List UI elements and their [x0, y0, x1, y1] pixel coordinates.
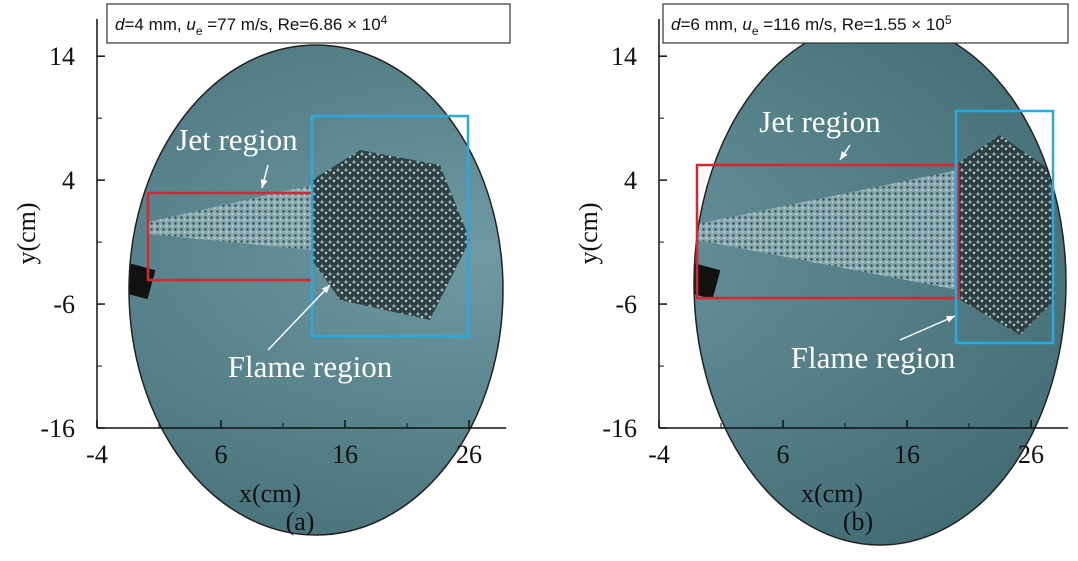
figure: Jet region Flame region -16 -6 4 14 -4 6 16 26 x(c…: [0, 0, 1078, 561]
title-part: =6 mm,: [680, 15, 742, 34]
jet-label: Jet region: [176, 122, 298, 157]
y-tick-label: -6: [615, 290, 637, 319]
panel-label: (b): [843, 507, 873, 536]
y-tick-label: 14: [49, 42, 75, 71]
x-tick-label: 6: [215, 440, 228, 469]
y-tick-label: -16: [40, 414, 75, 443]
x-tick-label: -4: [648, 440, 670, 469]
x-tick-label: 6: [777, 440, 790, 469]
title-part: 4: [381, 13, 388, 27]
y-axis-label: y(cm): [12, 202, 41, 264]
y-axis-label: y(cm): [574, 202, 603, 264]
x-tick-label: -4: [86, 440, 108, 469]
title-part: =4 mm,: [124, 15, 186, 34]
panel-label: (a): [286, 507, 315, 536]
flame-zone: [955, 135, 1055, 335]
x-axis-label: x(cm): [801, 479, 863, 508]
x-tick-label: 26: [1018, 440, 1044, 469]
title-part: =116 m/s, Re=1.55 × 10: [759, 15, 945, 34]
flame-label: Flame region: [228, 349, 393, 384]
title-part: 5: [945, 13, 952, 27]
flame-label: Flame region: [791, 340, 956, 375]
y-tick-label: 4: [624, 166, 637, 195]
y-tick-label: -16: [602, 414, 637, 443]
x-tick-label: 26: [456, 440, 482, 469]
x-tick-label: 16: [894, 440, 920, 469]
y-tick-label: 4: [62, 166, 75, 195]
title-part: =77 m/s, Re=6.86 × 10: [203, 15, 381, 34]
jet-label: Jet region: [759, 104, 881, 139]
x-tick-label: 16: [332, 440, 358, 469]
x-axis-label: x(cm): [239, 479, 301, 508]
y-tick-label: -6: [53, 290, 75, 319]
y-tick-label: 14: [611, 42, 637, 71]
